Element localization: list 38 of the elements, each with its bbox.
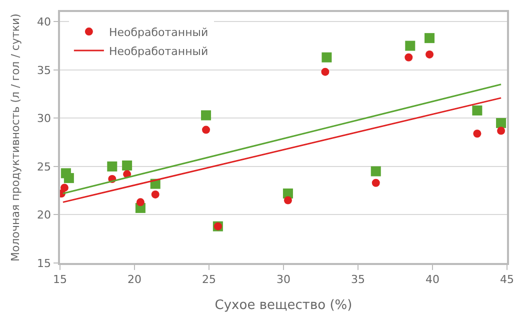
point [497, 126, 506, 135]
y-tick-label: 15 [37, 256, 52, 270]
point [151, 190, 160, 198]
y-tick-label: 25 [37, 160, 52, 174]
legend-label: Необработанный [108, 26, 208, 39]
y-tick-label: 30 [37, 112, 52, 126]
point [426, 50, 434, 58]
point [136, 198, 144, 206]
x-tick-label: 15 [53, 272, 67, 286]
point [321, 68, 330, 76]
y-tick-label: 20 [37, 208, 52, 222]
point [473, 130, 482, 138]
point [404, 53, 413, 62]
x-tick-label: 20 [128, 272, 142, 286]
x-axis-title: Сухое вещество (%) [214, 298, 352, 314]
point [284, 196, 292, 204]
point [424, 33, 435, 44]
y-tick-label: 35 [37, 64, 52, 77]
y-tick-label: 40 [37, 16, 52, 28]
point [122, 160, 132, 170]
point [496, 118, 506, 128]
x-tick-label: 35 [351, 272, 365, 286]
point [201, 110, 212, 120]
legend-label: Необработанный [108, 44, 208, 58]
y-axis-title: Молочная продуктивность (л / гол / сутки) [9, 14, 22, 262]
point [322, 52, 332, 62]
x-tick-label: 45 [500, 272, 514, 286]
x-tick-label: 30 [276, 272, 290, 286]
point [60, 184, 68, 192]
point [107, 161, 118, 172]
x-tick-label: 25 [202, 272, 216, 286]
point [370, 166, 381, 176]
point [472, 105, 482, 116]
point [64, 173, 74, 184]
point [372, 178, 380, 187]
point [405, 40, 416, 51]
point [202, 126, 210, 134]
x-tick-label: 40 [426, 272, 440, 286]
